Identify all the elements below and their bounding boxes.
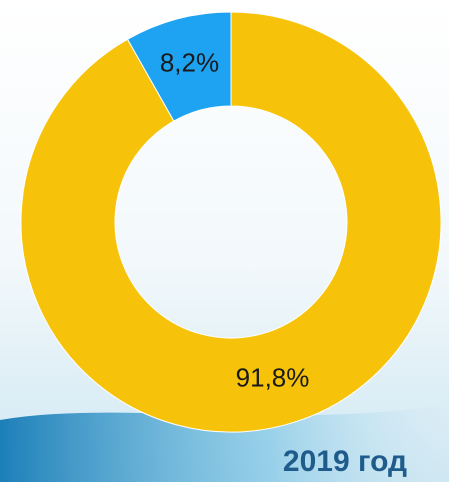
donut: 91,8% 8,2% (20, 11, 442, 433)
background-wave (0, 405, 449, 482)
donut-slice (20, 11, 442, 433)
chart-title: 2019 год (283, 445, 407, 478)
data-label: 8,2% (160, 47, 219, 77)
data-label: 91,8% (236, 362, 310, 392)
donut-slice (126, 11, 232, 122)
